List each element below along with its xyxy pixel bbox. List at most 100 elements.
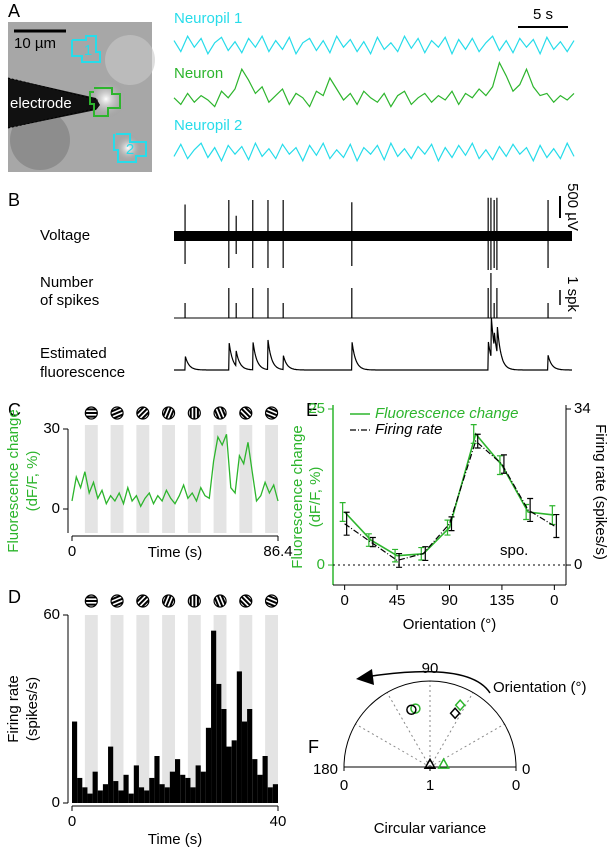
grating-icon <box>237 404 255 422</box>
stripe <box>137 407 149 419</box>
icon-stripes <box>85 408 98 418</box>
y2-tick-label: 34 <box>574 400 591 417</box>
bar <box>164 787 170 803</box>
bar <box>272 784 278 803</box>
stripe <box>110 597 124 605</box>
y-tick-label: 30 <box>43 420 60 437</box>
y-axis-label: Fluorescence change <box>289 425 306 568</box>
icon-stripes <box>189 407 199 419</box>
error-bar <box>474 433 481 449</box>
bar <box>149 777 155 803</box>
icon-stripes <box>213 593 227 609</box>
stripe <box>168 595 176 609</box>
x-tick-label: 0 <box>550 592 558 609</box>
bar <box>138 787 145 803</box>
spontaneous-label: spo. <box>500 542 528 559</box>
stimulus-band <box>265 615 278 803</box>
x-tick-label: 40 <box>270 813 287 830</box>
bar <box>97 790 103 803</box>
error-bar <box>422 546 429 562</box>
icon-stripes <box>161 405 176 421</box>
stimulus-band <box>110 615 124 803</box>
roi-label: 1 <box>84 42 92 59</box>
error-bar <box>448 516 455 532</box>
stripe <box>264 409 279 417</box>
r-tick-label: 1 <box>426 777 434 794</box>
error-bar <box>500 454 507 474</box>
trace-label: Neuron <box>174 65 223 82</box>
bar <box>154 756 160 803</box>
stripe <box>161 405 169 419</box>
error-bar <box>496 455 503 476</box>
stimulus-band <box>162 425 175 533</box>
bar <box>92 771 98 803</box>
bar <box>118 790 124 803</box>
grating-icon <box>263 594 280 608</box>
stripe <box>161 593 169 607</box>
icon-stripes <box>134 592 152 610</box>
trace-label: Neuropil 2 <box>174 117 242 134</box>
bar <box>159 784 165 803</box>
legend-label: Firing rate <box>375 421 443 438</box>
theta-label: Orientation (°) <box>493 679 587 696</box>
bar <box>133 765 139 803</box>
grating-icon <box>161 405 176 421</box>
bar <box>252 759 258 803</box>
bar <box>190 787 196 803</box>
row-label: Voltage <box>40 227 90 244</box>
stripe <box>110 409 124 417</box>
bar <box>231 740 237 803</box>
bar <box>102 784 109 803</box>
rotation-arrow <box>371 670 491 694</box>
stripe <box>213 407 221 421</box>
stimulus-band <box>187 425 201 533</box>
polar-frame <box>355 681 505 768</box>
bar <box>72 721 78 803</box>
y2-tick-label: 0 <box>574 556 582 573</box>
icon-stripes <box>263 594 280 608</box>
y-axis-label: Fluorescence change <box>5 409 22 552</box>
bar <box>241 721 248 803</box>
theta-tick-label: 180 <box>313 761 338 778</box>
bar <box>257 774 263 803</box>
image-scale-label: 10 µm <box>14 35 56 52</box>
stimulus-band <box>187 615 201 803</box>
bar <box>82 787 88 803</box>
icon-stripes <box>109 406 125 420</box>
stripe <box>213 595 221 609</box>
stimulus-band <box>162 615 175 803</box>
x-tick-label: 86.4 <box>263 543 292 560</box>
bar <box>144 790 150 803</box>
stripe <box>139 597 152 610</box>
y-tick-label: 0 <box>52 794 60 811</box>
stripe <box>237 597 249 610</box>
marker <box>454 699 466 712</box>
error-bar <box>343 511 350 536</box>
grating-icon <box>263 406 280 420</box>
bar <box>267 787 273 803</box>
trace <box>173 34 575 56</box>
bar <box>226 746 232 803</box>
error-bar <box>444 519 451 536</box>
stimulus-band <box>213 425 227 533</box>
error-bar <box>339 502 346 522</box>
x-axis-label: Time (s) <box>148 831 202 848</box>
grating-icon <box>84 406 98 420</box>
legend-label: Fluorescence change <box>375 405 518 422</box>
x-axis-label: Orientation (°) <box>403 616 497 633</box>
error-bar <box>470 424 477 444</box>
grating-icon <box>109 594 125 608</box>
stripe <box>263 412 278 420</box>
stripe <box>266 594 280 602</box>
x-tick-label: 0 <box>68 543 76 560</box>
bar <box>195 765 201 803</box>
stripe <box>111 600 125 608</box>
row-label: fluorescence <box>40 364 125 381</box>
x-axis-label: Time (s) <box>148 544 202 561</box>
row-label: Number <box>40 274 93 291</box>
stripe <box>263 600 278 608</box>
stripe <box>164 406 173 420</box>
bar <box>211 630 217 803</box>
bar <box>262 756 268 803</box>
